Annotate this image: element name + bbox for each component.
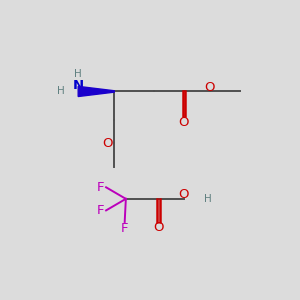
Text: F: F	[121, 222, 128, 236]
Text: F: F	[97, 181, 104, 194]
Text: O: O	[153, 221, 164, 234]
Text: H: H	[57, 86, 64, 96]
Text: H: H	[204, 194, 212, 204]
Text: O: O	[179, 116, 189, 129]
Polygon shape	[78, 86, 114, 97]
Text: N: N	[73, 79, 84, 92]
Text: O: O	[179, 188, 189, 201]
Text: O: O	[103, 137, 113, 150]
Text: O: O	[204, 81, 215, 94]
Text: F: F	[97, 204, 104, 217]
Text: H: H	[74, 69, 82, 79]
